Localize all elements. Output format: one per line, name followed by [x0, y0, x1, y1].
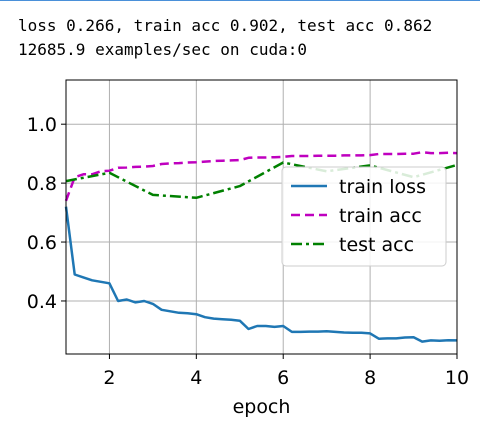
y-tick-label: 0.4 [27, 291, 57, 313]
legend-box [281, 166, 447, 267]
x-tick-label: 8 [364, 367, 376, 389]
output-metrics-line: loss 0.266, train acc 0.902, test acc 0.… [18, 16, 433, 35]
training-output: loss 0.266, train acc 0.902, test acc 0.… [18, 14, 432, 62]
x-tick-label: 4 [190, 367, 202, 389]
legend-label: train loss [339, 176, 426, 198]
axis-ticks: 2 4 6 8 10 0.4 0.6 0.8 1.0 [27, 114, 469, 389]
y-tick-label: 1.0 [27, 114, 57, 136]
x-axis-label: epoch [233, 396, 291, 418]
chart-series [64, 150, 458, 343]
y-tick-label: 0.6 [27, 232, 57, 254]
x-tick-label: 10 [445, 367, 469, 389]
output-speed-line: 12685.9 examples/sec on cuda:0 [18, 40, 307, 59]
x-tick-label: 2 [103, 367, 115, 389]
series-line-test-acc [65, 161, 458, 200]
chart-legend: train loss train acc test acc [281, 166, 447, 267]
cell-top-border [0, 0, 480, 1]
legend-label: train acc [339, 205, 422, 227]
y-tick-label: 0.8 [27, 173, 57, 195]
legend-label: test acc [339, 234, 414, 256]
series-line-train-loss [64, 206, 458, 343]
series-line-train-acc [64, 150, 458, 202]
x-tick-label: 6 [277, 367, 289, 389]
plot-frame [65, 79, 458, 355]
